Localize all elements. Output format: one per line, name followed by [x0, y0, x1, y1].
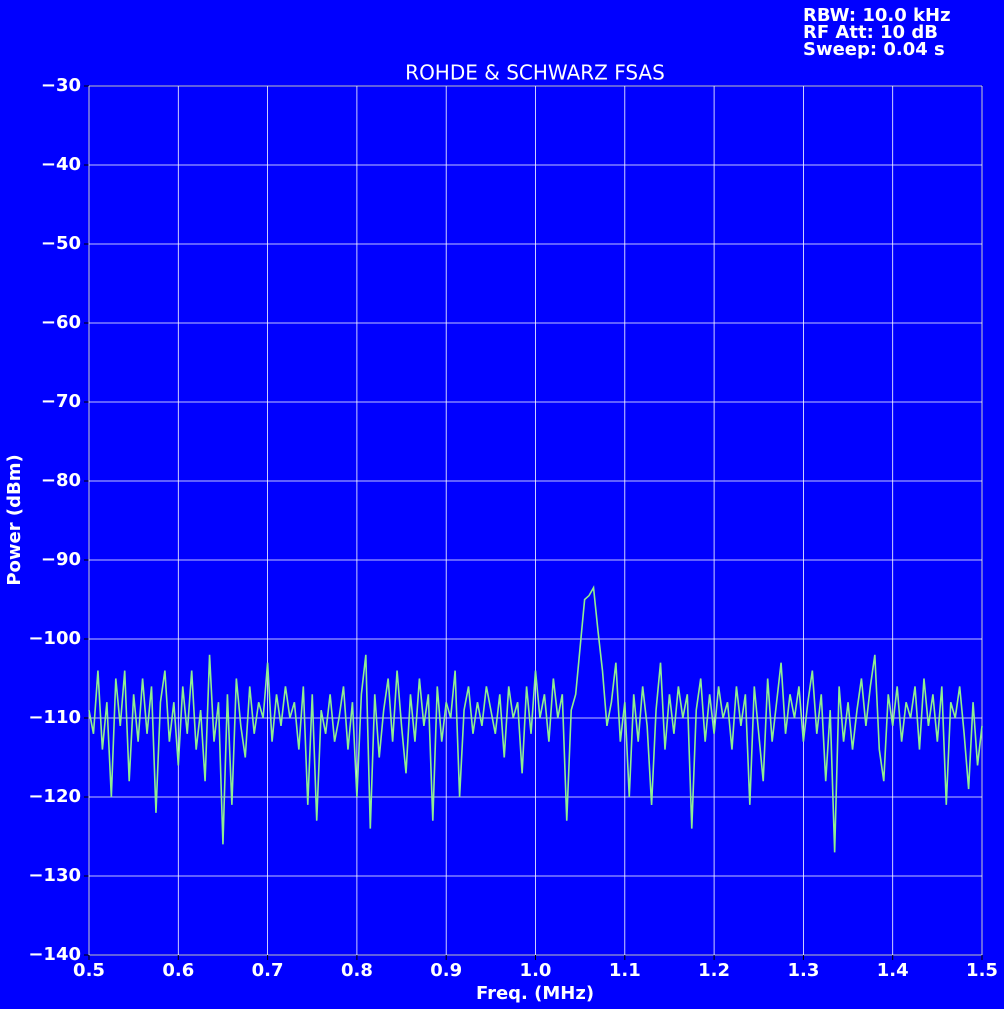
- x-tick-label: 0.6: [162, 960, 194, 981]
- x-tick-label: 1.2: [698, 960, 730, 981]
- y-tick-label: −100: [28, 628, 81, 649]
- x-tick-label: 0.5: [73, 960, 105, 981]
- y-tick-label: −130: [28, 865, 81, 886]
- x-tick-label: 0.8: [341, 960, 373, 981]
- y-tick-label: −70: [41, 391, 81, 412]
- y-tick-label: −40: [41, 154, 81, 175]
- x-tick-label: 1.4: [877, 960, 909, 981]
- y-tick-label: −30: [41, 75, 81, 96]
- y-tick-label: −90: [41, 549, 81, 570]
- x-tick-label: 0.7: [252, 960, 284, 981]
- y-tick-label: −60: [41, 312, 81, 333]
- x-tick-label: 1.3: [787, 960, 819, 981]
- y-tick-label: −80: [41, 470, 81, 491]
- chart-title: ROHDE & SCHWARZ FSAS: [405, 61, 665, 85]
- annotation: RBW: 10.0 kHz: [803, 5, 951, 26]
- y-tick-label: −50: [41, 233, 81, 254]
- x-tick-label: 1.0: [520, 960, 552, 981]
- annotation: RF Att: 10 dB: [803, 22, 938, 43]
- x-axis-label: Freq. (MHz): [476, 983, 594, 1004]
- x-tick-label: 1.1: [609, 960, 641, 981]
- spectrum-line: [88, 585, 983, 853]
- y-tick-label: −120: [28, 786, 81, 807]
- x-tick-label: 0.9: [430, 960, 462, 981]
- x-tick-label: 1.5: [966, 960, 998, 981]
- y-tick-label: −140: [28, 944, 81, 965]
- annotation: Sweep: 0.04 s: [803, 39, 945, 60]
- y-tick-label: −110: [28, 707, 81, 728]
- y-axis-label: Power (dBm): [4, 454, 25, 585]
